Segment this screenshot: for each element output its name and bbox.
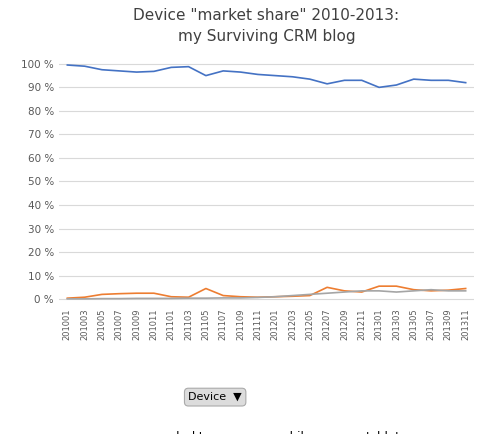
Text: Device  ▼: Device ▼ [188, 392, 242, 402]
Legend: desktop, mobile, tablet: desktop, mobile, tablet [128, 427, 404, 434]
Title: Device "market share" 2010-2013:
my Surviving CRM blog: Device "market share" 2010-2013: my Surv… [133, 8, 399, 44]
